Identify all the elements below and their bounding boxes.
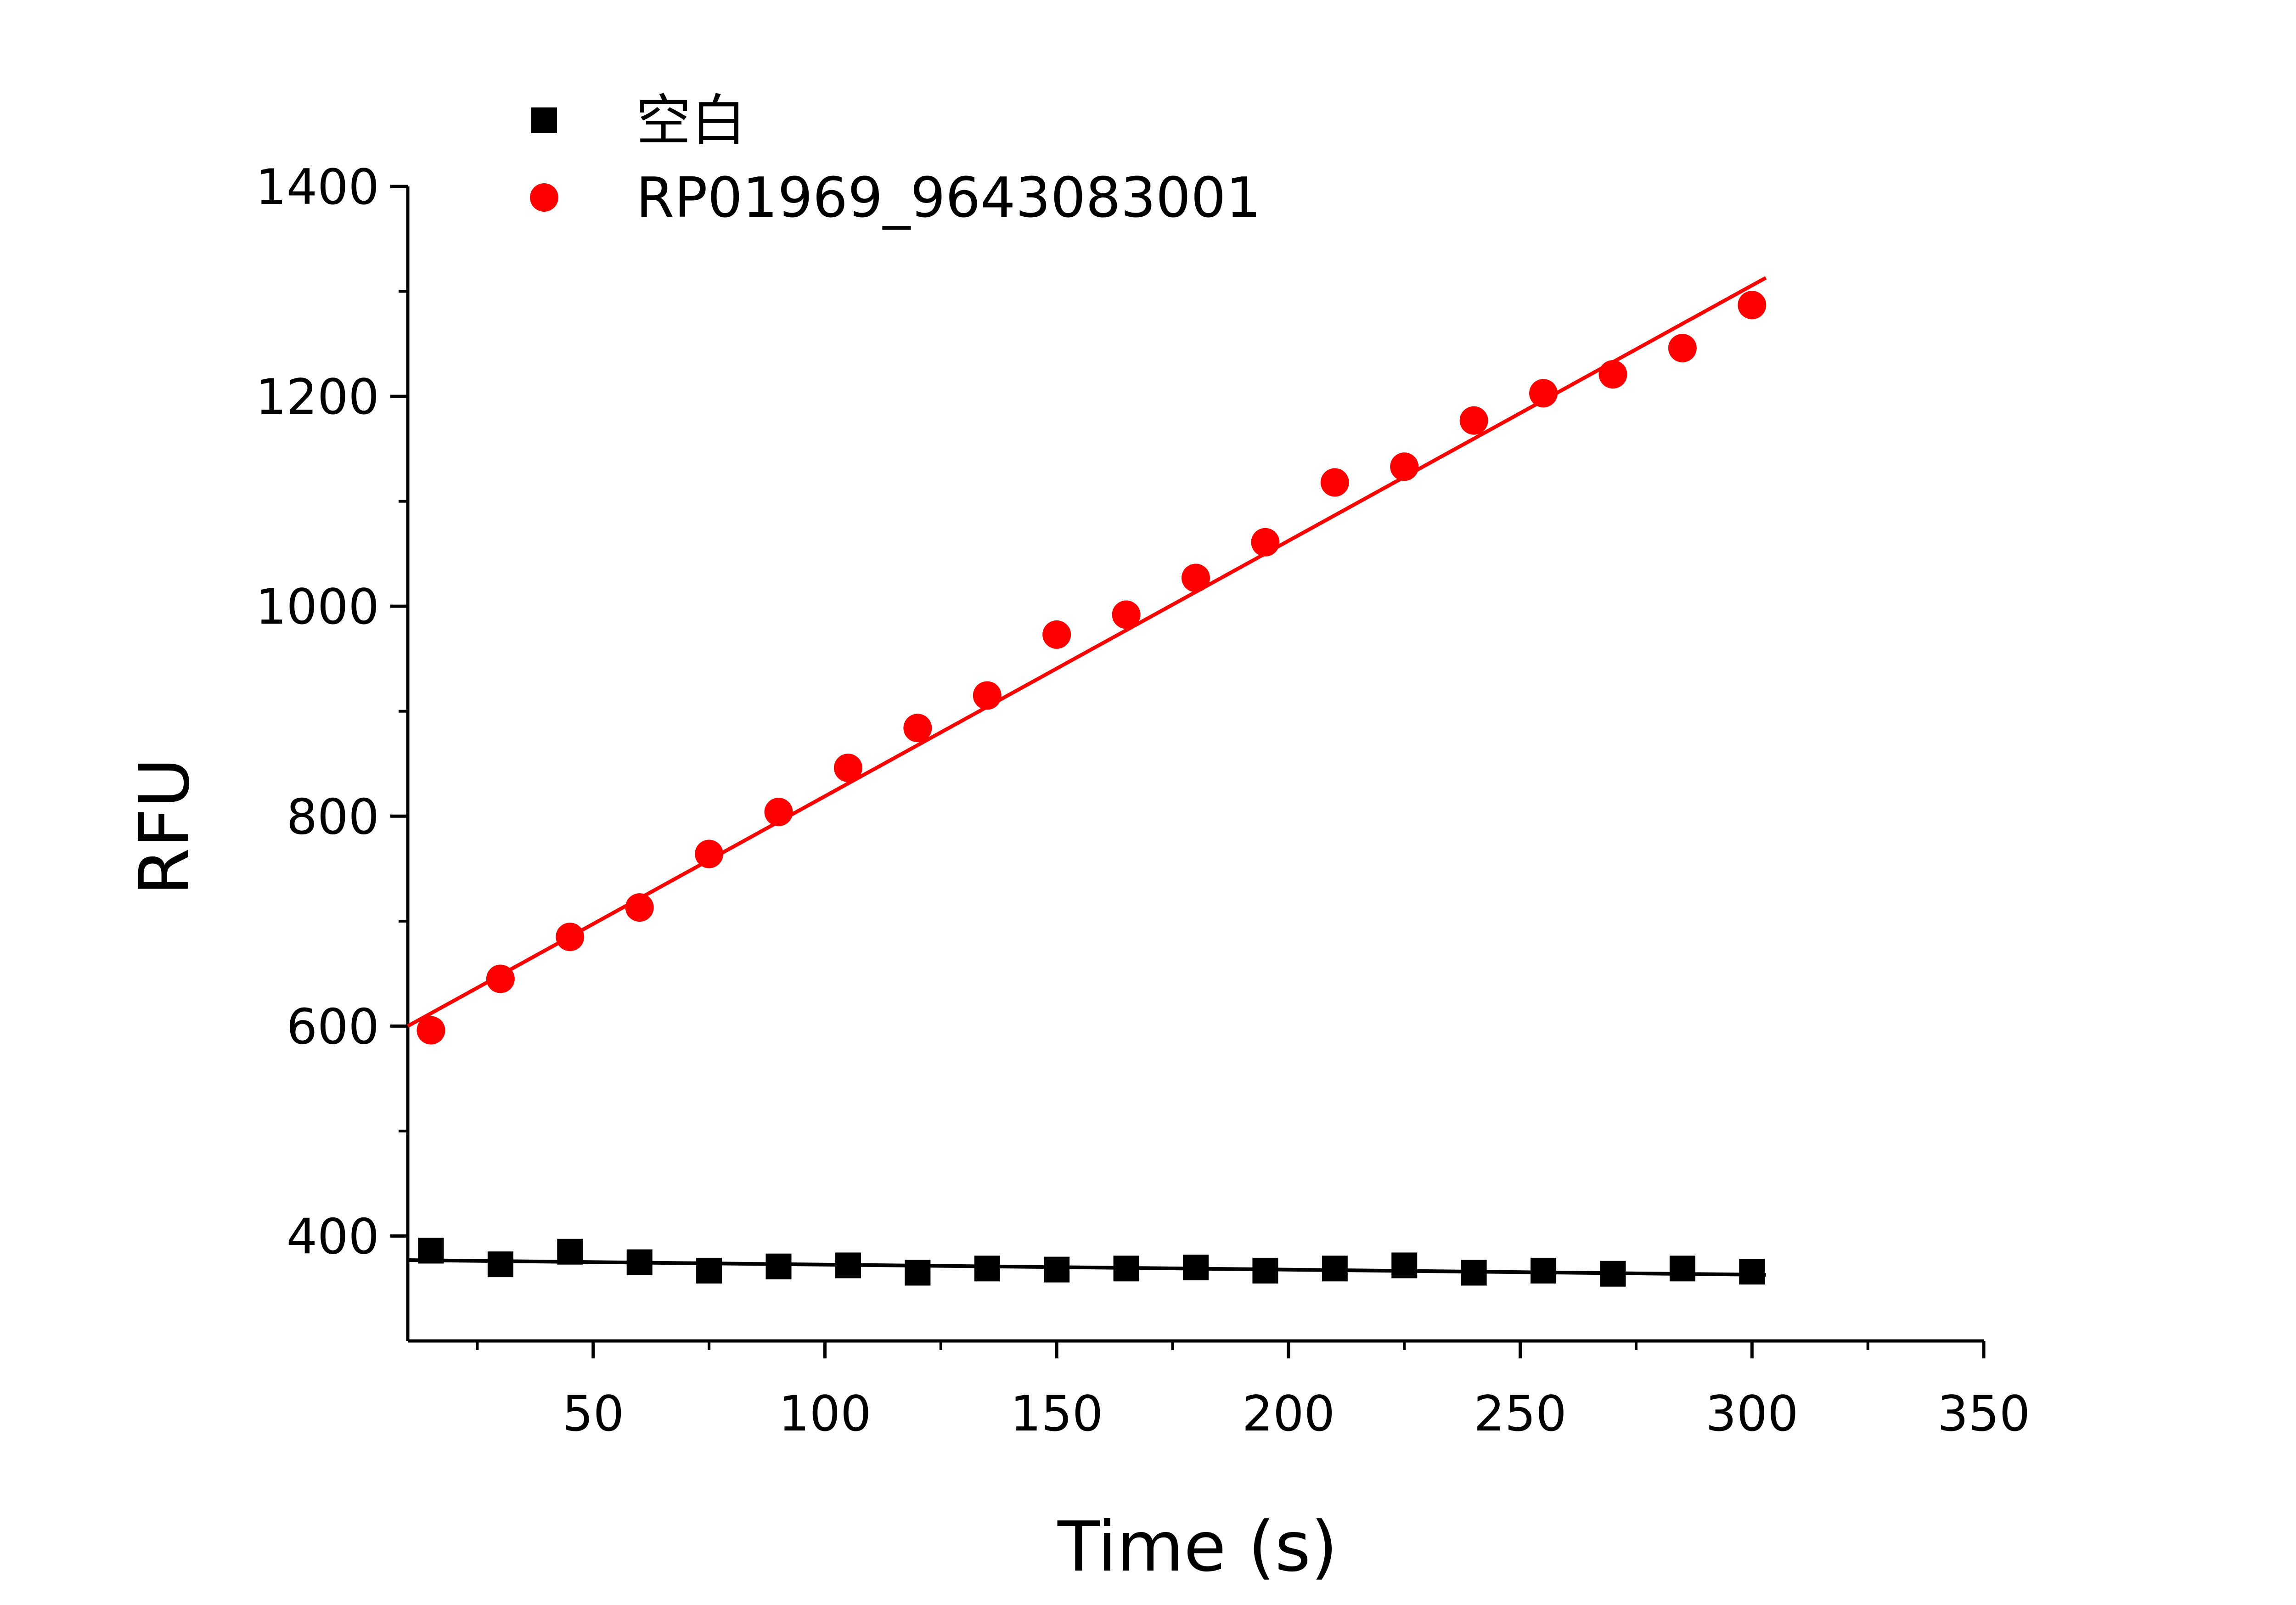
- data-point-circle: [625, 893, 654, 922]
- data-point-circle: [1459, 406, 1488, 435]
- y-axis-title: RFU: [125, 758, 205, 895]
- legend-marker-square: [531, 107, 557, 133]
- data-point-circle: [1320, 468, 1349, 497]
- data-point-square: [765, 1253, 792, 1279]
- data-point-square: [1531, 1257, 1557, 1284]
- data-point-square: [1113, 1256, 1139, 1282]
- x-tick-label: 200: [1242, 1385, 1335, 1442]
- data-point-square: [557, 1239, 583, 1265]
- data-point-square: [1183, 1255, 1209, 1281]
- x-tick-label: 350: [1937, 1385, 2030, 1442]
- data-point-circle: [1598, 360, 1627, 389]
- data-point-circle: [973, 681, 1002, 710]
- data-point-circle: [1251, 528, 1280, 557]
- data-point-circle: [1668, 333, 1697, 362]
- data-point-square: [1044, 1256, 1070, 1283]
- data-point-square: [1322, 1256, 1348, 1282]
- data-point-circle: [1112, 600, 1141, 629]
- data-point-circle: [1738, 291, 1767, 320]
- data-point-circle: [764, 798, 793, 827]
- data-point-circle: [1529, 379, 1558, 408]
- data-points: [416, 291, 1767, 1287]
- data-point-square: [487, 1251, 513, 1278]
- y-tick-label: 1000: [255, 579, 379, 635]
- data-point-circle: [416, 1016, 445, 1045]
- x-tick-label: 150: [1010, 1385, 1103, 1442]
- data-point-square: [418, 1238, 444, 1264]
- x-ticks: 50 100 150 200 250 300 350: [476, 1341, 2030, 1442]
- y-tick-label: 1200: [255, 369, 379, 425]
- legend-marker-circle: [530, 183, 558, 212]
- fit-line-series-1: [407, 276, 1767, 1028]
- data-point-square: [974, 1256, 1000, 1282]
- x-tick-label: 50: [562, 1385, 624, 1442]
- data-point-square: [1461, 1260, 1487, 1286]
- data-point-circle: [833, 754, 862, 783]
- x-tick-label: 300: [1705, 1385, 1798, 1442]
- legend: 空白 RP01969_9643083001: [530, 89, 1261, 230]
- data-point-circle: [556, 923, 585, 952]
- data-point-square: [1252, 1257, 1278, 1284]
- data-point-square: [1669, 1256, 1695, 1282]
- fit-lines: [407, 276, 1767, 1277]
- data-point-circle: [695, 839, 724, 868]
- x-tick-label: 100: [778, 1385, 871, 1442]
- y-tick-label: 400: [287, 1208, 379, 1265]
- y-ticks: 400 600 800 1000 1200 1400: [255, 159, 408, 1265]
- data-point-square: [905, 1260, 931, 1286]
- y-tick-label: 800: [287, 788, 379, 845]
- x-tick-label: 250: [1474, 1385, 1566, 1442]
- data-point-circle: [1042, 620, 1071, 649]
- data-point-circle: [1182, 563, 1210, 592]
- legend-label: RP01969_9643083001: [636, 166, 1261, 230]
- data-point-square: [626, 1249, 653, 1275]
- axes: [406, 186, 1984, 1343]
- data-point-square: [1391, 1252, 1418, 1278]
- y-tick-label: 600: [287, 998, 379, 1055]
- fit-line-series-0: [407, 1258, 1766, 1277]
- data-point-circle: [903, 714, 932, 743]
- x-axis-title: Time (s): [1057, 1507, 1338, 1587]
- data-point-square: [1739, 1259, 1765, 1285]
- data-point-square: [1600, 1261, 1626, 1287]
- data-point-square: [835, 1252, 861, 1278]
- data-point-square: [696, 1257, 722, 1284]
- y-tick-label: 1400: [255, 159, 379, 215]
- data-point-circle: [486, 964, 515, 993]
- data-point-circle: [1390, 452, 1419, 481]
- legend-label: 空白: [636, 89, 746, 153]
